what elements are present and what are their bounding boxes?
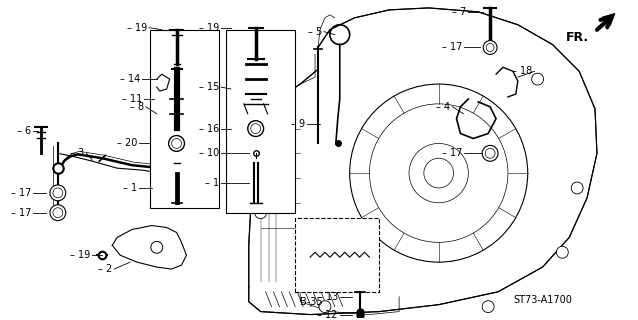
Polygon shape xyxy=(112,226,186,269)
Text: – 8: – 8 xyxy=(130,102,144,112)
Circle shape xyxy=(53,208,63,218)
Circle shape xyxy=(168,135,184,151)
Polygon shape xyxy=(249,8,597,315)
Text: – 10: – 10 xyxy=(199,148,219,158)
Text: – 19: – 19 xyxy=(70,250,91,260)
Text: FR.: FR. xyxy=(566,31,589,44)
Circle shape xyxy=(251,124,261,133)
Text: – 18: – 18 xyxy=(512,66,533,76)
Circle shape xyxy=(151,241,163,253)
Text: – 4: – 4 xyxy=(436,102,450,112)
Bar xyxy=(226,30,295,213)
Bar xyxy=(150,30,219,208)
Circle shape xyxy=(482,145,498,161)
Circle shape xyxy=(172,139,181,148)
Text: ST73-A1700: ST73-A1700 xyxy=(514,295,572,305)
Text: – 11: – 11 xyxy=(122,94,142,104)
Text: – 14: – 14 xyxy=(120,74,140,84)
Text: – 7: – 7 xyxy=(452,7,466,17)
Circle shape xyxy=(50,205,66,220)
Text: – 17: – 17 xyxy=(11,188,31,198)
Text: – 5: – 5 xyxy=(308,27,322,37)
Circle shape xyxy=(265,98,276,110)
Text: – 19: – 19 xyxy=(199,23,219,33)
Text: – 1: – 1 xyxy=(123,183,137,193)
Circle shape xyxy=(50,185,66,201)
Text: – 17: – 17 xyxy=(442,43,463,52)
Bar xyxy=(295,218,380,292)
Text: – 1: – 1 xyxy=(205,178,219,188)
Circle shape xyxy=(571,182,583,194)
Text: – 19: – 19 xyxy=(126,23,147,33)
Text: – 9: – 9 xyxy=(291,119,305,129)
Circle shape xyxy=(531,73,544,85)
Text: – 12: – 12 xyxy=(318,309,338,320)
Circle shape xyxy=(556,246,568,258)
Circle shape xyxy=(319,301,331,313)
Text: – 17: – 17 xyxy=(11,208,31,218)
Text: – 16: – 16 xyxy=(199,124,219,133)
Circle shape xyxy=(482,301,494,313)
Text: – 2: – 2 xyxy=(98,264,112,274)
Text: – 6: – 6 xyxy=(17,125,31,136)
Text: – 3: – 3 xyxy=(70,148,85,158)
Text: – 13: – 13 xyxy=(318,292,338,302)
Circle shape xyxy=(248,121,263,137)
Circle shape xyxy=(53,188,63,198)
Circle shape xyxy=(483,41,497,54)
Circle shape xyxy=(255,207,267,219)
Circle shape xyxy=(485,148,495,158)
Text: – 15: – 15 xyxy=(198,82,219,92)
Circle shape xyxy=(486,44,494,52)
Text: B-35: B-35 xyxy=(300,297,323,307)
Text: – 17: – 17 xyxy=(442,148,463,158)
Text: – 20: – 20 xyxy=(117,139,137,148)
